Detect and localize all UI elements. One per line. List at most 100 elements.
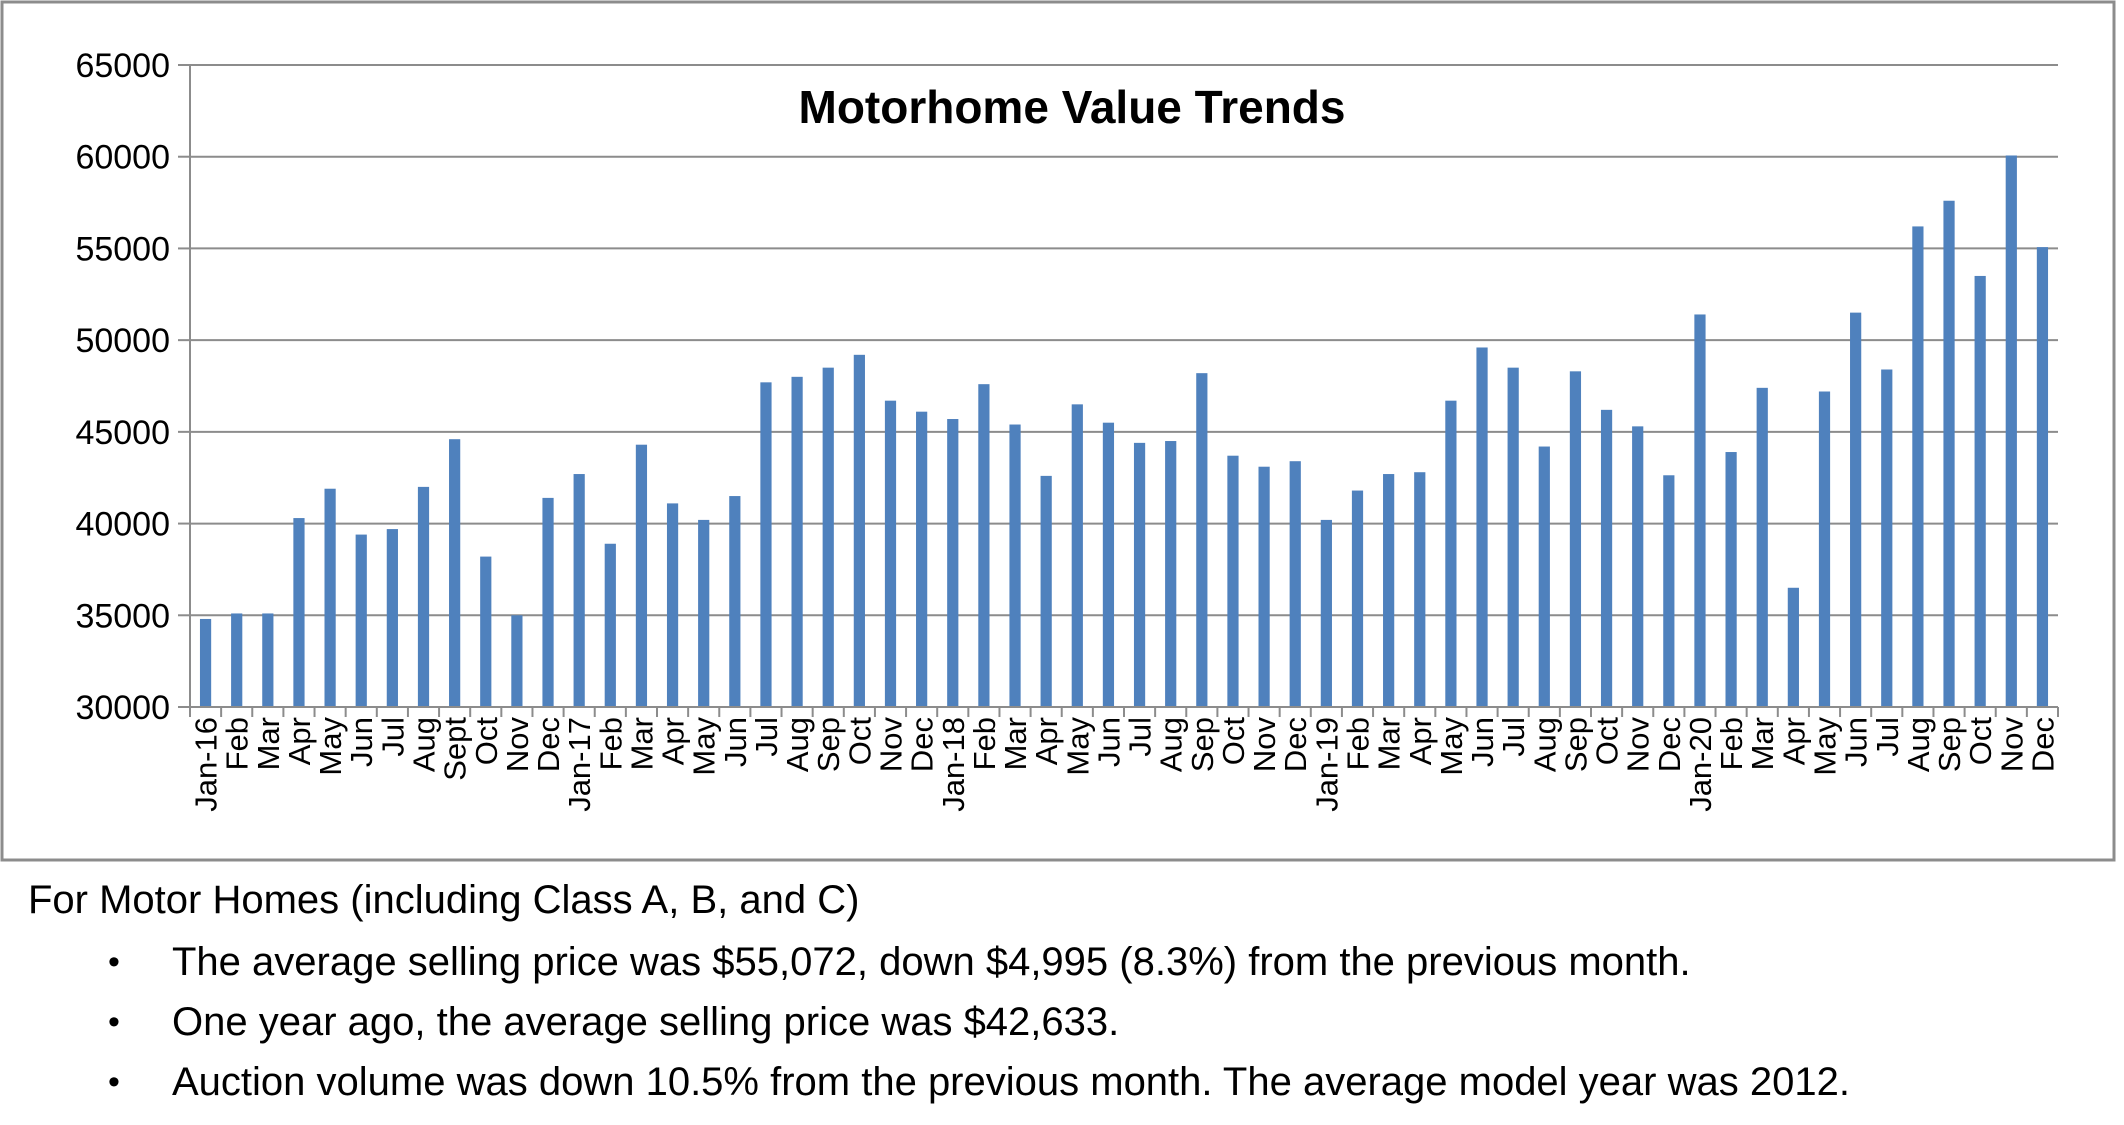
x-tick-label: Mar — [251, 717, 286, 770]
bar — [1133, 442, 1146, 707]
x-tick-label: May — [1434, 717, 1469, 776]
x-tick-label: Dec — [1278, 717, 1313, 772]
bar — [1507, 367, 1519, 707]
bar — [822, 367, 834, 707]
bar — [542, 497, 554, 707]
list-item: • One year ago, the average selling pric… — [28, 992, 2108, 1052]
x-tick-label: May — [1808, 717, 1843, 776]
bar — [1663, 475, 1675, 707]
x-tick-label: Jul — [1870, 717, 1905, 757]
bar — [1974, 275, 1986, 707]
bar — [1756, 387, 1768, 707]
bar — [1351, 490, 1364, 707]
bar — [417, 486, 430, 707]
x-tick-label: Jun — [344, 717, 379, 767]
x-tick-label: Oct — [1216, 717, 1251, 766]
bar — [573, 474, 585, 707]
bar — [355, 534, 367, 707]
bar — [760, 382, 772, 707]
bar — [1320, 519, 1332, 707]
bar — [1632, 426, 1644, 707]
note-text: Auction volume was down 10.5% from the p… — [172, 1060, 1850, 1104]
x-tick-label: Jan-16 — [189, 717, 224, 812]
x-tick-label: Mar — [624, 717, 659, 770]
notes-section: For Motor Homes (including Class A, B, a… — [28, 870, 2108, 1112]
x-tick-label: Mar — [998, 717, 1033, 770]
x-tick-label: Jul — [1496, 717, 1531, 757]
x-tick-label: Jun — [1465, 717, 1500, 767]
x-tick-label: Apr — [282, 717, 317, 765]
x-tick-label: Feb — [1714, 717, 1749, 770]
bar — [978, 384, 990, 707]
bar — [1694, 314, 1706, 707]
y-tick-label: 65000 — [75, 47, 170, 85]
bar — [1850, 312, 1862, 707]
y-tick-label: 45000 — [75, 414, 170, 452]
y-tick-label: 50000 — [75, 322, 170, 360]
bars — [199, 155, 2049, 708]
bar — [1414, 472, 1426, 707]
x-tick-label: Jun — [1839, 717, 1874, 767]
x-tick-label: Nov — [874, 717, 909, 773]
bar — [1569, 371, 1582, 707]
note-text: One year ago, the average selling price … — [172, 1000, 1120, 1044]
bullet-icon: • — [108, 1063, 120, 1101]
bar — [1787, 587, 1799, 707]
x-tick-label: Dec — [1652, 717, 1687, 772]
bar — [916, 411, 928, 707]
y-axis-ticks: 30000 35000 40000 45000 50000 55000 60000 65000 — [75, 47, 190, 727]
bar — [1476, 347, 1488, 707]
bar — [1227, 455, 1239, 707]
x-tick-label: Nov — [1994, 717, 2029, 773]
bar — [324, 488, 336, 707]
x-tick-label: Apr — [1776, 717, 1811, 765]
x-tick-label: Oct — [469, 717, 504, 766]
bar-chart: 30000 35000 40000 45000 50000 55000 60000 65000… — [0, 0, 2116, 862]
bar — [2005, 155, 2017, 707]
x-tick-label: Jan-17 — [562, 717, 597, 812]
notes-list: • The average selling price was $55,072,… — [28, 932, 2108, 1112]
x-tick-label: Oct — [1963, 717, 1998, 766]
x-tick-label: Mar — [1372, 717, 1407, 770]
list-item: • Auction volume was down 10.5% from the… — [28, 1052, 2108, 1112]
bar — [480, 556, 492, 707]
bar — [1383, 474, 1395, 707]
bar — [449, 439, 461, 707]
bar — [1943, 200, 1955, 708]
x-tick-label: Feb — [967, 717, 1002, 770]
bar — [1289, 461, 1301, 707]
x-tick-label: Nov — [1621, 717, 1656, 773]
bar — [1071, 404, 1083, 707]
bar — [947, 419, 959, 707]
x-tick-label: Dec — [531, 717, 566, 772]
x-tick-label: Jun — [718, 717, 753, 767]
bar — [262, 613, 274, 707]
x-tick-label: Jan-18 — [936, 717, 971, 812]
bar — [604, 543, 616, 707]
x-tick-label: Aug — [780, 717, 815, 772]
x-tick-label: Jan-20 — [1683, 717, 1718, 812]
bar — [666, 503, 679, 707]
x-tick-label: Nov — [1247, 717, 1282, 773]
x-tick-label: Jul — [375, 717, 410, 757]
bar — [791, 376, 803, 707]
x-tick-label: Aug — [407, 717, 442, 772]
bar — [386, 529, 398, 707]
x-axis-ticks: Jan-16FebMarAprMayJunJulAugSeptOctNovDec… — [189, 707, 2060, 812]
y-tick-label: 35000 — [75, 597, 170, 635]
x-tick-label: Jul — [749, 717, 784, 757]
x-tick-label: Dec — [2025, 717, 2060, 772]
bar — [511, 615, 523, 707]
x-tick-label: Oct — [1590, 717, 1625, 766]
x-tick-label: May — [1060, 717, 1095, 776]
bar — [1538, 446, 1550, 707]
bar — [1040, 475, 1052, 707]
x-tick-label: Sep — [1558, 717, 1593, 772]
y-tick-label: 40000 — [75, 506, 170, 544]
x-tick-label: Jan-19 — [1309, 717, 1344, 812]
y-tick-label: 55000 — [75, 230, 170, 268]
bar — [1258, 466, 1270, 707]
bar — [1009, 424, 1021, 707]
x-tick-label: Dec — [905, 717, 940, 772]
bar — [1912, 226, 1924, 707]
